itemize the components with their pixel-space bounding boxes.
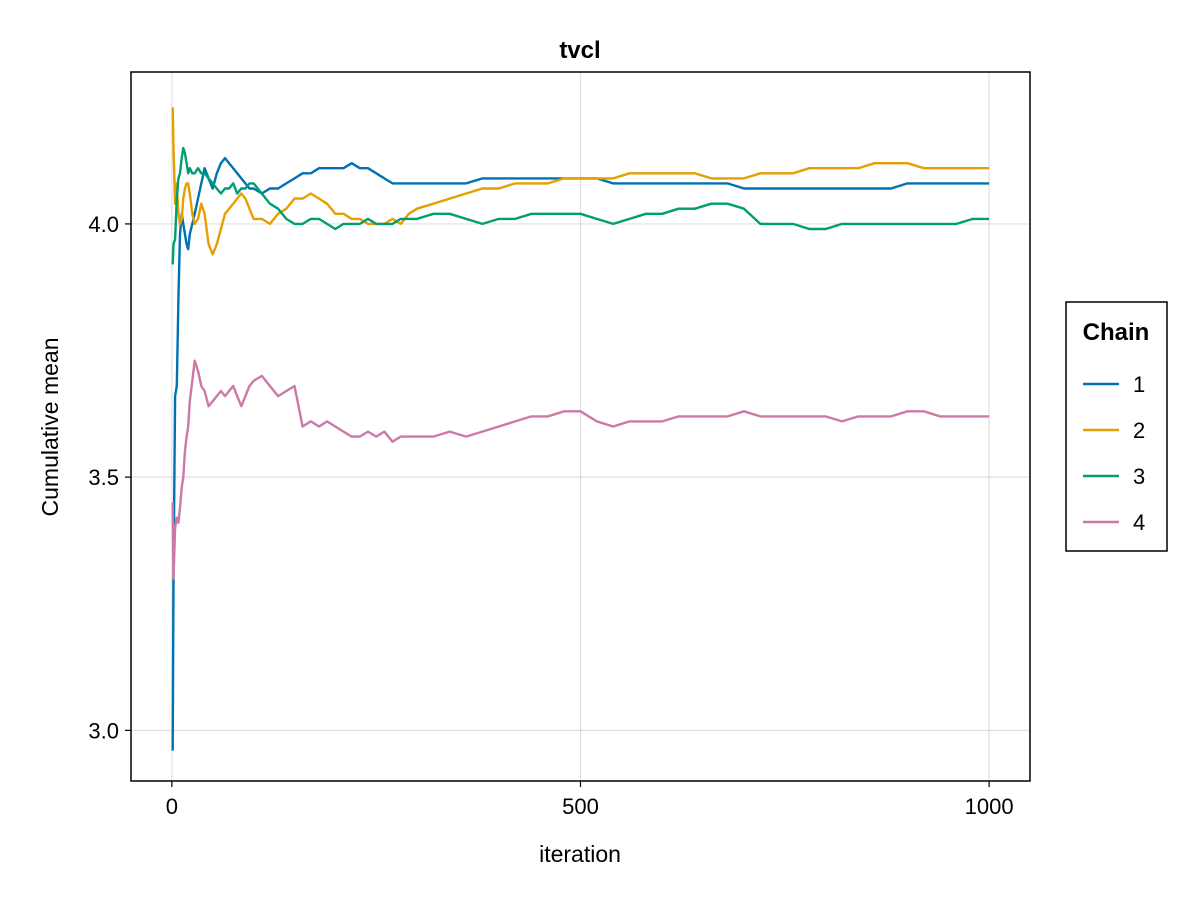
series-lines <box>171 107 990 751</box>
x-tick-label: 1000 <box>965 794 1014 819</box>
legend-label-chain-3: 3 <box>1133 464 1145 489</box>
legend-box <box>1065 301 1168 552</box>
series-line-chain-3 <box>171 146 990 265</box>
legend-items: 1 2 3 4 <box>1083 372 1145 535</box>
legend-label-chain-4: 4 <box>1133 510 1145 535</box>
grid-lines <box>131 72 1030 781</box>
x-tick-label: 0 <box>166 794 178 819</box>
series-line-chain-1 <box>171 156 990 751</box>
y-axis-label: Cumulative mean <box>37 338 63 517</box>
x-tick-label: 500 <box>562 794 599 819</box>
legend: Chain 1 2 3 4 <box>1065 301 1168 552</box>
y-tick-label: 4.0 <box>88 212 119 237</box>
x-axis-ticks: 0 500 1000 <box>166 781 1014 819</box>
y-tick-label: 3.0 <box>88 718 119 743</box>
y-tick-label: 3.5 <box>88 465 119 490</box>
chart-title: tvcl <box>559 37 600 64</box>
legend-label-chain-2: 2 <box>1133 418 1145 443</box>
legend-label-chain-1: 1 <box>1133 372 1145 397</box>
series-line-chain-4 <box>171 359 990 580</box>
y-axis-ticks: 3.0 3.5 4.0 <box>88 212 131 743</box>
legend-title: Chain <box>1083 319 1150 346</box>
x-axis-label: iteration <box>539 841 621 867</box>
